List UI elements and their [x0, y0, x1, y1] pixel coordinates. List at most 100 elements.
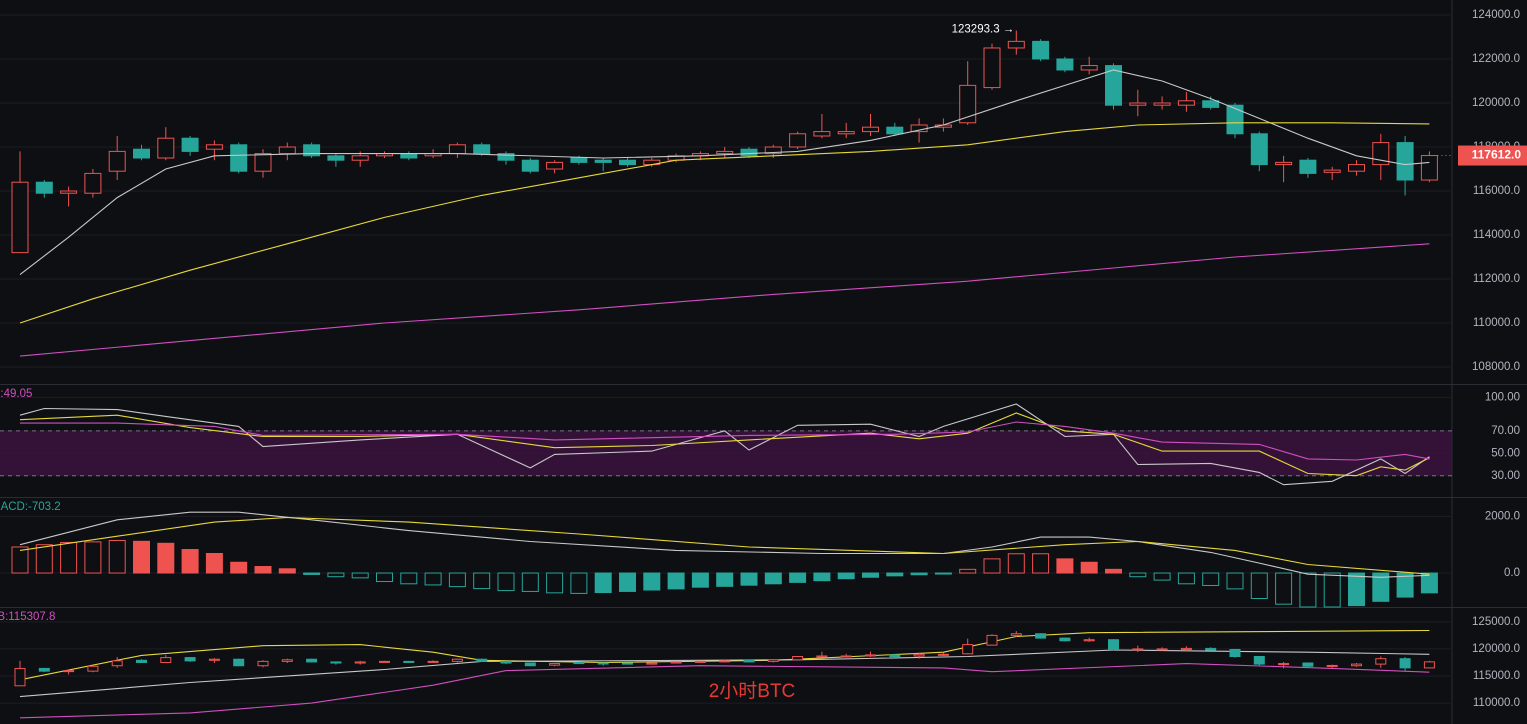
- macd-bar: [1226, 572, 1244, 590]
- candle-body: [1299, 159, 1317, 174]
- candle-body: [816, 655, 828, 658]
- macd-bar: [108, 539, 126, 574]
- candle-body: [473, 144, 491, 155]
- indicator-line: [19, 403, 1430, 486]
- macd-bar: [181, 549, 199, 574]
- candle-body: [524, 662, 536, 667]
- macd-bar: [424, 572, 442, 586]
- macd-bar: [327, 572, 345, 578]
- candle-body: [1275, 161, 1293, 166]
- candle-body: [1129, 102, 1147, 106]
- candle-body: [594, 159, 612, 163]
- candle-body: [1399, 658, 1411, 669]
- candle-body: [1250, 133, 1268, 166]
- indicator-line: [20, 421, 1430, 461]
- y-tick-label: 50.00: [1491, 447, 1520, 459]
- candle-body: [448, 144, 466, 155]
- candle-body: [476, 658, 488, 662]
- indicator-line: [19, 663, 1430, 719]
- candle-body: [1326, 664, 1338, 667]
- candle-body: [837, 131, 855, 135]
- y-tick-label: 112000.0: [1473, 273, 1520, 285]
- macd-bar: [594, 572, 612, 594]
- macd-bar: [473, 572, 491, 590]
- candle-body: [157, 137, 175, 159]
- y-tick-label: 100.00: [1485, 391, 1520, 403]
- candle-body: [306, 658, 318, 663]
- indicator-label: LB:115307.8: [0, 611, 55, 623]
- candle-body: [1108, 639, 1119, 650]
- macd-bar: [278, 568, 296, 574]
- macd-bar: [1202, 572, 1220, 586]
- candle-body: [521, 159, 539, 172]
- macd-bar: [1177, 572, 1195, 585]
- candle-body: [330, 661, 342, 664]
- y-tick-label: 116000.0: [1473, 185, 1520, 197]
- y-tick-label: 110000.0: [1473, 317, 1520, 329]
- candle-body: [354, 661, 366, 664]
- macd-bar: [1153, 572, 1171, 581]
- macd-bar: [934, 572, 952, 575]
- candle-body: [1278, 663, 1290, 666]
- macd-bar: [1396, 572, 1414, 598]
- macd-bar: [35, 544, 53, 574]
- y-tick-label: 0.0: [1504, 567, 1520, 579]
- candle-body: [889, 654, 901, 658]
- candle-body: [427, 660, 439, 663]
- candle-body: [111, 660, 123, 667]
- macd-bar: [619, 572, 636, 592]
- macd-bar: [983, 558, 1001, 574]
- macd-bar: [546, 572, 564, 594]
- rsi-band: [0, 430, 1452, 476]
- macd-bar: [376, 572, 393, 583]
- candle-body: [1010, 633, 1022, 636]
- candle-body: [597, 662, 609, 665]
- candle-body: [1035, 633, 1047, 639]
- candle-body: [937, 653, 949, 656]
- candle-body: [84, 172, 102, 194]
- macd-bar: [521, 572, 539, 592]
- macd-bar: [60, 541, 78, 574]
- candle-body: [573, 661, 585, 665]
- macd-bar: [789, 572, 807, 583]
- candle-body: [233, 658, 245, 667]
- candle-body: [1132, 648, 1144, 651]
- y-tick-label: 124000.0: [1472, 9, 1520, 21]
- candle-body: [983, 47, 1001, 89]
- candle-body: [646, 662, 658, 665]
- candle-body: [1420, 155, 1438, 181]
- candle-body: [1105, 65, 1122, 106]
- macd-bar: [716, 572, 734, 587]
- last-price-tag: [1458, 145, 1527, 166]
- indicator-label: MACD:-703.2: [0, 501, 61, 513]
- macd-bar: [667, 572, 685, 590]
- indicator-line: [19, 412, 1430, 477]
- macd-bar: [813, 572, 831, 582]
- candle-body: [570, 157, 588, 163]
- candle-body: [959, 84, 977, 124]
- candle-body: [1080, 65, 1098, 71]
- candle-body: [962, 644, 974, 655]
- candle-body: [1202, 100, 1220, 108]
- candle-body: [403, 660, 415, 663]
- candle-body: [63, 670, 75, 673]
- candle-body: [38, 667, 50, 672]
- candle-body: [1177, 100, 1195, 106]
- candle-body: [767, 659, 779, 662]
- candle-body: [327, 155, 345, 161]
- macd-bar: [11, 546, 29, 574]
- candle-body: [60, 190, 78, 194]
- candle-body: [740, 148, 758, 157]
- candle-body: [1396, 142, 1414, 181]
- candle-body: [379, 660, 390, 663]
- candle-body: [230, 144, 248, 172]
- candle-body: [351, 155, 369, 161]
- macd-bar: [862, 572, 879, 578]
- candle-body: [1056, 58, 1074, 71]
- candle-body: [108, 150, 126, 172]
- macd-bar: [837, 572, 855, 580]
- candle-body: [1302, 662, 1314, 667]
- candle-body: [35, 181, 53, 194]
- last-price-label: 117612.0: [1472, 148, 1522, 162]
